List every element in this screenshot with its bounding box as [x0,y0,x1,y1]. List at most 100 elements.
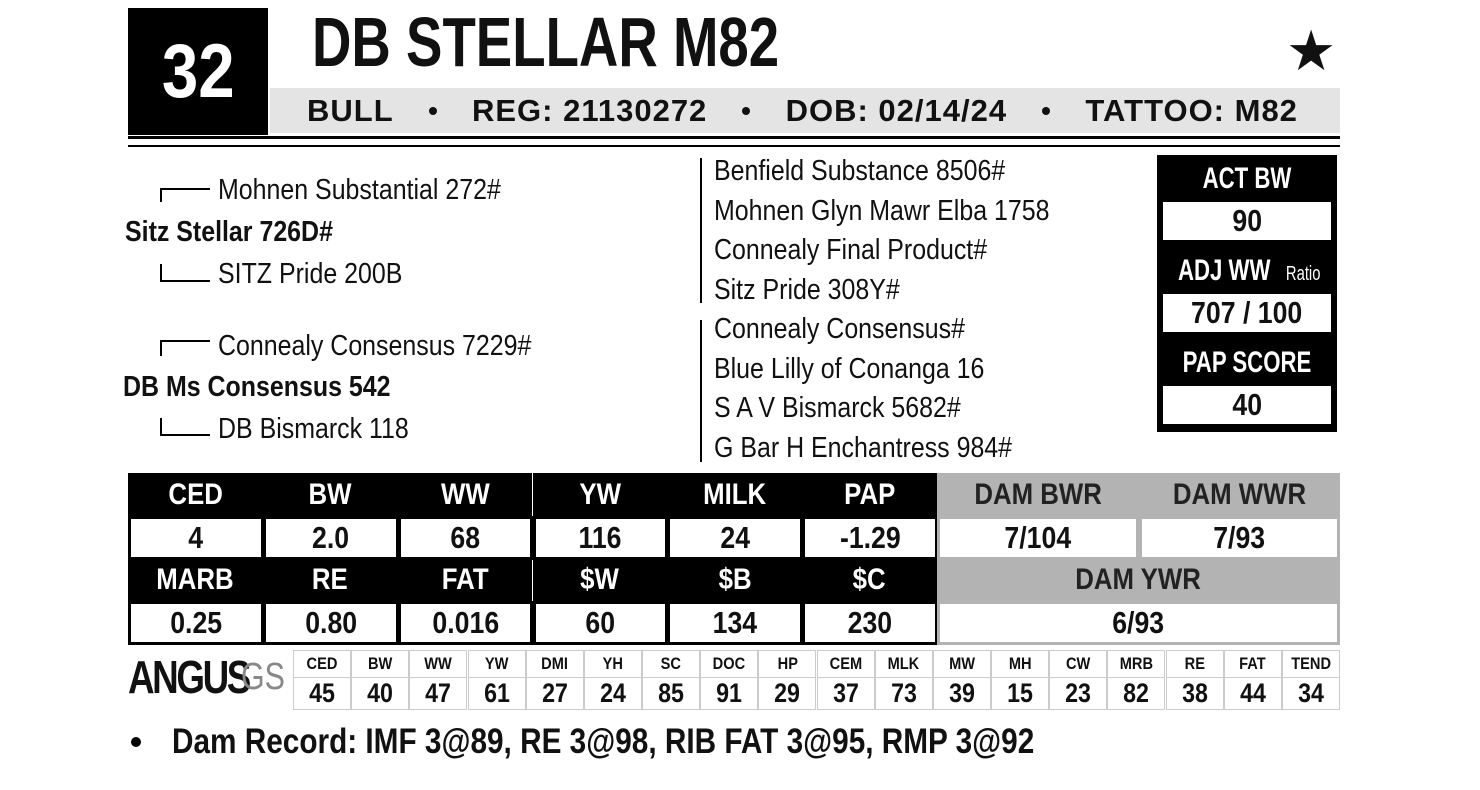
sire-ancestor: Connealy Final Product# [714,234,988,266]
epd-header-text: YW [579,477,621,511]
animal-name: DB STELLAR M82 [312,3,780,81]
gs-header: CW [1049,650,1108,678]
dam-ratio-header-text: DAM BWR [973,477,1102,511]
info-item: DOB: 02/14/24 [785,92,1008,128]
gs-value: 45 [293,677,352,710]
info-bar [270,88,1340,133]
gs-value: 27 [525,677,584,710]
epd-value: 60 [532,601,669,645]
epd-header: $B [667,558,803,601]
gs-header: CEM [816,650,875,678]
gs-header: MH [991,650,1050,678]
epd-header: MILK [667,473,803,516]
gs-header: BW [351,650,410,678]
gs-header-text: SC [660,654,682,673]
stat-value-text: 40 [1232,387,1262,422]
angus-logo-suffix: GS [241,656,285,698]
dam-ratio-value-text: 6/93 [1112,605,1165,640]
dam-ratio-value-text: 7/104 [1004,520,1072,555]
info-item: REG: 21130272 [471,92,708,128]
gs-value: 38 [1165,677,1224,710]
epd-value-text: 4 [188,520,204,555]
gs-header-text: HP [777,654,798,673]
gs-header: SC [642,650,701,678]
gs-value-text: 45 [309,678,335,708]
gs-value-text: 24 [599,678,626,708]
epd-header-text: WW [440,477,490,511]
rule [128,136,1340,139]
epd-value-text: 0.80 [304,605,357,640]
info-item: BULL [307,92,394,128]
lot-number: 32 [128,8,268,135]
stat-value-text: 707 / 100 [1191,295,1303,330]
dam-name: DB Ms Consensus 542 [123,371,391,403]
stat-value: 707 / 100 [1163,294,1331,332]
gs-header-text: MH [1008,654,1032,673]
epd-header-text: $B [718,562,752,596]
gs-header-text: MRB [1119,654,1154,673]
epd-header: CED [128,473,263,516]
gs-value-text: 38 [1181,678,1208,708]
epd-header-text: CED [168,477,223,511]
gs-header: RE [1165,650,1224,678]
info-separator [428,106,437,115]
epd-value: 68 [397,516,534,560]
dam-ancestor: S A V Bismarck 5682# [714,392,961,424]
epd-value-text: 134 [712,605,758,640]
lot-box [128,8,268,135]
gs-header-text: YW [484,654,509,673]
epd-header: YW [532,473,668,516]
divider [700,158,702,303]
sire-ancestor: Sitz Pride 308Y# [714,273,900,306]
gs-header-text: BW [368,654,393,673]
bracket [160,188,210,202]
gs-value-text: 40 [367,678,394,708]
info-item: TATTOO: M82 [1085,92,1298,128]
gs-value-text: 29 [774,678,801,708]
stat-label-main: ADJ WW [1178,253,1271,287]
gs-value: 37 [816,677,875,710]
gs-value-text: 91 [716,678,743,708]
gs-header-text: YH [602,654,624,673]
gs-header: DMI [525,650,584,678]
epd-header: FAT [397,558,533,601]
gs-header-text: MW [948,654,975,673]
stat-label-main: PAP SCORE [1182,345,1312,379]
dam-record: Dam Record: IMF 3@89, RE 3@98, RIB FAT 3… [172,722,1035,761]
bracket [160,264,210,282]
epd-value: 4 [128,516,264,560]
gs-value: 34 [1281,677,1340,710]
sire-ancestor: Benfield Substance 8506# [714,155,1006,187]
gs-value-text: 37 [832,678,859,708]
gs-header: HP [758,650,817,678]
sire-ancestor: Mohnen Glyn Mawr Elba 1758 [714,194,1050,227]
dam-ratio-value: 7/93 [1138,516,1340,560]
gs-header: FAT [1223,650,1282,678]
dam-ratio-header-text: DAM WWR [1172,477,1306,511]
info-separator [742,106,751,115]
epd-value: 0.25 [128,601,264,645]
stat-value: 90 [1163,202,1331,240]
stats-box [1157,155,1337,432]
gs-value-text: 23 [1065,678,1092,708]
rule [128,145,1340,147]
gs-value: 23 [1049,677,1108,710]
gs-header-text: FAT [1239,654,1266,673]
gs-value-text: 34 [1297,678,1324,708]
stat-sublabel: Ratio [1286,262,1321,285]
epd-value-text: 60 [585,605,616,640]
gs-value-text: 15 [1007,678,1033,708]
epd-header: WW [397,473,533,516]
gs-header-text: RE [1184,654,1205,673]
gs-header: MRB [1107,650,1166,678]
epd-header-text: BW [308,477,352,511]
epd-header-text: PAP [843,477,896,511]
epd-header-text: RE [312,562,349,596]
epd-value-text: 68 [450,520,481,555]
epd-value: 0.016 [397,601,534,645]
gs-header-text: TEND [1291,654,1331,673]
bracket [160,418,210,436]
gs-value: 85 [642,677,701,710]
gs-value: 29 [758,677,817,710]
